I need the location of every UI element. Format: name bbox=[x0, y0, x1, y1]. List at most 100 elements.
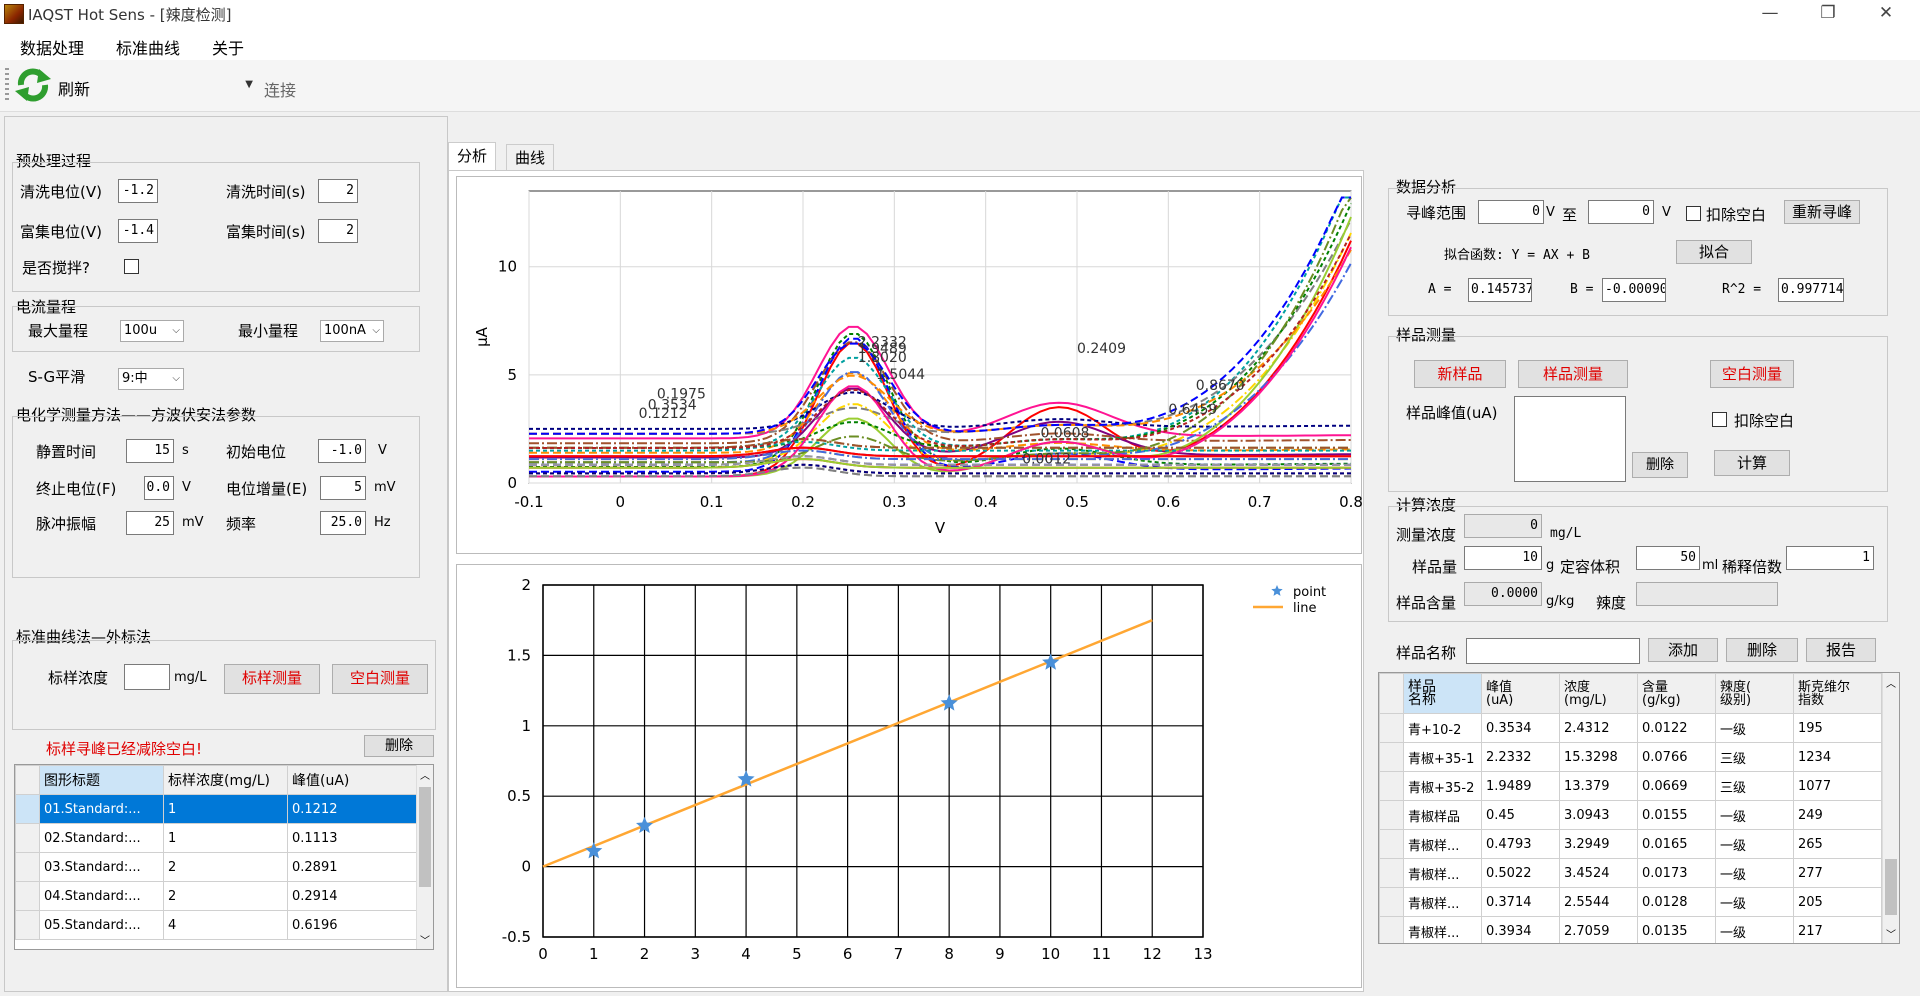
table-cell[interactable]: 0.0135 bbox=[1637, 916, 1716, 943]
port-combo[interactable]: ▼ bbox=[106, 75, 256, 97]
row-header[interactable] bbox=[1379, 771, 1404, 801]
sample-subtract-checkbox[interactable] bbox=[1712, 412, 1727, 427]
table-cell[interactable]: 1.9489 bbox=[1481, 771, 1560, 801]
amp-input[interactable]: 25 bbox=[126, 511, 174, 535]
std-delete-button[interactable]: 删除 bbox=[364, 735, 434, 757]
menu-data-processing[interactable]: 数据处理 bbox=[20, 39, 85, 58]
chevron-down-icon[interactable]: ﹀ bbox=[1886, 930, 1896, 941]
add-button[interactable]: 添加 bbox=[1648, 638, 1718, 662]
clean-pot-input[interactable]: -1.2 bbox=[118, 179, 158, 203]
table-cell[interactable]: 0.0128 bbox=[1637, 887, 1716, 917]
sample-blank-button[interactable]: 空白测量 bbox=[1710, 360, 1794, 388]
row-header[interactable] bbox=[1379, 800, 1404, 830]
table-cell[interactable]: 0.45 bbox=[1481, 800, 1560, 830]
table-row[interactable]: 青椒样... 0.4793 3.2949 0.0165 一级 265 bbox=[1379, 829, 1882, 859]
table-cell[interactable]: 0.0122 bbox=[1637, 713, 1716, 743]
calculate-button[interactable]: 计算 bbox=[1714, 450, 1790, 476]
table-cell[interactable]: 1234 bbox=[1793, 742, 1882, 772]
dilution-input[interactable]: 1 bbox=[1786, 546, 1874, 570]
table-cell[interactable]: 0.5022 bbox=[1481, 858, 1560, 888]
min-range-combo[interactable]: 100nA ⌵ bbox=[320, 320, 384, 342]
col-header[interactable]: 含量 (g/kg) bbox=[1637, 673, 1716, 714]
col-header[interactable]: 图形标题 bbox=[39, 765, 164, 795]
table-cell[interactable]: 0.6196 bbox=[287, 910, 418, 940]
new-sample-button[interactable]: 新样品 bbox=[1414, 360, 1506, 388]
table-cell[interactable]: 三级 bbox=[1715, 771, 1794, 801]
table-row[interactable]: 02.Standard:... 1 0.1113 bbox=[15, 823, 418, 853]
col-header[interactable]: 样品 名称 bbox=[1403, 673, 1482, 714]
results-delete-button[interactable]: 删除 bbox=[1726, 638, 1798, 662]
table-cell[interactable]: 青椒+35-2 bbox=[1403, 771, 1482, 801]
table-cell[interactable]: 一级 bbox=[1715, 829, 1794, 859]
table-cell[interactable]: 01.Standard:... bbox=[39, 794, 164, 824]
col-header[interactable]: 斯克维尔 指数 bbox=[1793, 673, 1882, 714]
table-cell[interactable]: 05.Standard:... bbox=[39, 910, 164, 940]
row-header[interactable] bbox=[15, 823, 40, 853]
r2-value[interactable]: 0.997714 bbox=[1778, 278, 1844, 302]
table-cell[interactable]: 一级 bbox=[1715, 858, 1794, 888]
col-header[interactable]: 浓度 (mg/L) bbox=[1559, 673, 1638, 714]
table-cell[interactable]: 2.4312 bbox=[1559, 713, 1638, 743]
sample-measure-button[interactable]: 样品测量 bbox=[1518, 360, 1628, 388]
table-cell[interactable]: 13.379 bbox=[1559, 771, 1638, 801]
table-cell[interactable]: 0.3714 bbox=[1481, 887, 1560, 917]
sg-combo[interactable]: 9:中 ⌵ bbox=[118, 368, 184, 390]
subtract-blank-checkbox[interactable] bbox=[1686, 206, 1701, 221]
max-range-combo[interactable]: 100u ⌵ bbox=[120, 320, 184, 342]
table-cell[interactable]: 2 bbox=[163, 881, 288, 911]
menu-standard-curve[interactable]: 标准曲线 bbox=[116, 39, 181, 58]
table-cell[interactable]: 03.Standard:... bbox=[39, 852, 164, 882]
table-cell[interactable]: 0.1113 bbox=[287, 823, 418, 853]
table-cell[interactable]: 0.3534 bbox=[1481, 713, 1560, 743]
table-cell[interactable]: 青椒样... bbox=[1403, 916, 1482, 943]
col-header[interactable]: 辣度( 级别) bbox=[1715, 673, 1794, 714]
table-cell[interactable]: 15.3298 bbox=[1559, 742, 1638, 772]
table-cell[interactable]: 一级 bbox=[1715, 916, 1794, 943]
chevron-up-icon[interactable]: ︿ bbox=[420, 771, 430, 782]
row-header[interactable] bbox=[15, 910, 40, 940]
close-button[interactable]: ✕ bbox=[1878, 3, 1894, 23]
table-cell[interactable]: 0.0155 bbox=[1637, 800, 1716, 830]
enrich-pot-input[interactable]: -1.4 bbox=[118, 219, 158, 243]
row-header[interactable] bbox=[15, 852, 40, 882]
connect-button[interactable]: 连接 bbox=[264, 81, 297, 100]
table-row[interactable]: 青椒样... 0.5022 3.4524 0.0173 一级 277 bbox=[1379, 858, 1882, 888]
table-cell[interactable]: 一级 bbox=[1715, 800, 1794, 830]
table-cell[interactable]: 3.4524 bbox=[1559, 858, 1638, 888]
table-row[interactable]: 青椒样... 0.3934 2.7059 0.0135 一级 217 bbox=[1379, 916, 1882, 943]
row-header[interactable] bbox=[1379, 829, 1404, 859]
std-blank-button[interactable]: 空白测量 bbox=[332, 664, 428, 694]
table-cell[interactable]: 277 bbox=[1793, 858, 1882, 888]
table-cell[interactable]: 2.2332 bbox=[1481, 742, 1560, 772]
table-cell[interactable]: 249 bbox=[1793, 800, 1882, 830]
table-cell[interactable]: 02.Standard:... bbox=[39, 823, 164, 853]
mass-input[interactable]: 10 bbox=[1464, 546, 1542, 570]
table-cell[interactable]: 一级 bbox=[1715, 887, 1794, 917]
table-row[interactable]: 青+10-2 0.3534 2.4312 0.0122 一级 195 bbox=[1379, 713, 1882, 743]
table-cell[interactable]: 0.2914 bbox=[287, 881, 418, 911]
table-cell[interactable]: 2.5544 bbox=[1559, 887, 1638, 917]
freq-input[interactable]: 25.0 bbox=[320, 511, 366, 535]
stir-checkbox[interactable] bbox=[124, 259, 139, 274]
inc-input[interactable]: 5 bbox=[320, 476, 366, 500]
table-cell[interactable]: 0.2891 bbox=[287, 852, 418, 882]
rest-input[interactable]: 15 bbox=[126, 439, 174, 463]
row-header[interactable] bbox=[1379, 916, 1404, 943]
scroll-thumb[interactable] bbox=[419, 787, 431, 887]
menu-about[interactable]: 关于 bbox=[212, 39, 245, 58]
table-cell[interactable]: 04.Standard:... bbox=[39, 881, 164, 911]
tab-curve[interactable]: 曲线 bbox=[506, 144, 555, 170]
maximize-button[interactable]: ❐ bbox=[1820, 3, 1836, 23]
table-cell[interactable]: 0.0766 bbox=[1637, 742, 1716, 772]
fit-button[interactable]: 拟合 bbox=[1676, 240, 1752, 264]
table-cell[interactable]: 1 bbox=[163, 823, 288, 853]
row-header[interactable] bbox=[1379, 887, 1404, 917]
clean-time-input[interactable]: 2 bbox=[318, 179, 358, 203]
sample-peak-list[interactable] bbox=[1514, 396, 1626, 482]
table-row[interactable]: 青椒样... 0.3714 2.5544 0.0128 一级 205 bbox=[1379, 887, 1882, 917]
table-cell[interactable]: 2.7059 bbox=[1559, 916, 1638, 943]
table-cell[interactable]: 一级 bbox=[1715, 713, 1794, 743]
end-input[interactable]: 0.0 bbox=[144, 476, 174, 500]
table-cell[interactable]: 0.0669 bbox=[1637, 771, 1716, 801]
table-cell[interactable]: 青椒样... bbox=[1403, 887, 1482, 917]
